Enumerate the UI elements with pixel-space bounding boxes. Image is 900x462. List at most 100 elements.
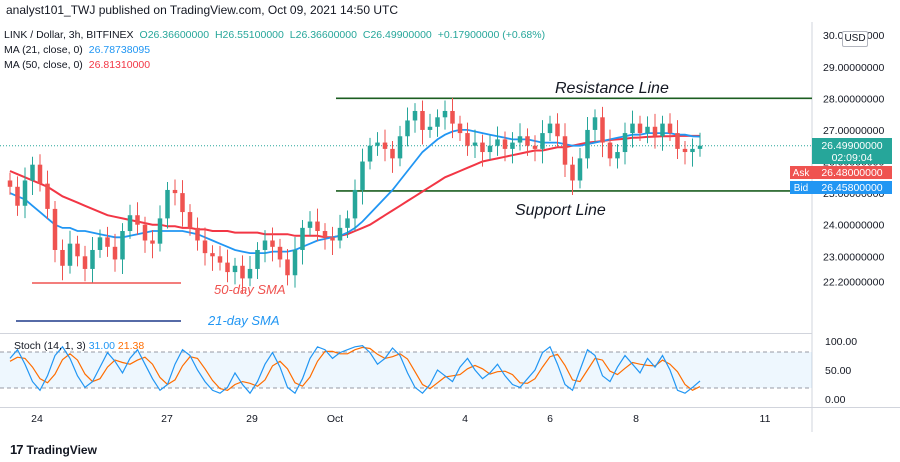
candle-body: [67, 243, 73, 266]
ask-tag: Ask 26.48000000: [790, 166, 892, 179]
ask-value: 26.48000000: [821, 167, 882, 179]
candle-body: [315, 221, 320, 232]
stoch-tick-label: 0.00: [825, 394, 846, 406]
candle-body: [7, 180, 13, 187]
candle-body: [150, 240, 155, 244]
candle-body: [652, 126, 658, 137]
candle-body: [157, 218, 163, 244]
ma21-label[interactable]: MA (21, close, 0): [4, 44, 83, 56]
candle-body: [37, 164, 43, 184]
candle-body: [195, 227, 200, 241]
candle-body: [510, 142, 515, 149]
ma50-label[interactable]: MA (50, close, 0): [4, 59, 83, 71]
candle-body: [390, 148, 395, 159]
candle-body: [585, 129, 590, 159]
candle-body: [300, 227, 305, 250]
candle-body: [345, 218, 350, 228]
candle-body: [255, 249, 260, 269]
stoch-d-line: [9, 346, 701, 392]
candle-body: [435, 117, 440, 127]
candle-body: [270, 240, 275, 247]
candle-body: [277, 246, 283, 260]
candle-body: [697, 145, 703, 149]
time-axis: 24 27 29 Oct 4 6 8 11: [31, 413, 770, 425]
stoch-tick-label: 100.00: [825, 336, 857, 348]
stoch-d-value: 21.38: [117, 340, 145, 352]
candle-body: [187, 212, 193, 228]
candle-body: [375, 142, 380, 146]
candle-body: [105, 237, 110, 247]
sma21-label: 21-day SMA: [207, 313, 280, 328]
candle-body: [330, 237, 335, 241]
tradingview-footer[interactable]: 17 TradingView: [10, 442, 97, 457]
stoch-k-line: [9, 344, 701, 395]
candle-body: [225, 262, 230, 273]
time-tick-label: 29: [246, 413, 258, 425]
candle-body: [630, 123, 635, 134]
candle-body: [690, 148, 695, 153]
ohlc-open: O26.36600000: [139, 29, 210, 41]
candle-body: [52, 208, 58, 250]
stoch-tick-label: 50.00: [825, 365, 851, 377]
candle-body: [645, 126, 650, 134]
candle-body: [420, 110, 425, 130]
tradingview-brand: TradingView: [26, 442, 97, 457]
price-tick-label: 28.00000000: [823, 93, 884, 105]
candle-body: [637, 123, 643, 134]
candle-body: [675, 133, 680, 149]
candle-body: [337, 227, 343, 241]
candle-body: [172, 189, 178, 194]
candle-body: [97, 237, 103, 250]
price-tick-label: 22.20000000: [823, 277, 884, 289]
bid-value: 26.45800000: [821, 182, 882, 194]
candle-body: [487, 145, 493, 153]
ma50-line: [9, 134, 700, 239]
candle-body: [232, 265, 238, 273]
candle-body: [397, 136, 403, 159]
candle-body: [75, 243, 80, 257]
time-tick-label: 6: [547, 413, 553, 425]
candle-body: [262, 240, 268, 250]
candle-body: [142, 224, 148, 241]
candle-body: [615, 152, 620, 159]
candle-body: [532, 145, 538, 149]
candle-body: [502, 139, 508, 149]
stoch-axis: 100.00 50.00 0.00: [825, 336, 857, 406]
candle-body: [412, 110, 418, 121]
tradingview-logo-icon: 17: [10, 442, 24, 457]
candle-body: [82, 256, 88, 269]
ohlc-values: O26.36600000 H26.55100000 L26.36600000 C…: [140, 28, 549, 43]
candle-body: [562, 136, 568, 165]
candle-body: [180, 193, 185, 213]
candle-body: [322, 231, 328, 238]
price-axis: 30.0000000029.0000000028.0000000027.0000…: [823, 30, 884, 288]
price-tick-label: 29.00000000: [823, 62, 884, 74]
candle-body: [367, 145, 373, 162]
stoch-lines: [9, 344, 701, 395]
stoch-legend: Stoch (14, 1, 3) 31.00 21.38: [14, 340, 144, 352]
candle-body: [360, 161, 365, 190]
ohlc-change: +0.17900000 (+0.68%): [437, 29, 546, 41]
stoch-label[interactable]: Stoch (14, 1, 3): [14, 340, 86, 352]
candle-body: [682, 148, 688, 153]
symbol-label[interactable]: LINK / Dollar, 3h, BITFINEX: [4, 29, 134, 41]
currency-button[interactable]: USD: [842, 31, 868, 47]
resistance-label: Resistance Line: [555, 80, 669, 97]
ask-label: Ask: [793, 168, 811, 179]
candle-body: [592, 117, 598, 130]
time-tick-label: 4: [462, 413, 468, 425]
sma50-label: 50-day SMA: [214, 282, 286, 297]
candle-body: [577, 158, 583, 181]
ohlc-high: H26.55100000: [214, 29, 284, 41]
candle-body: [622, 133, 628, 153]
candle-body: [112, 246, 118, 260]
candle-body: [165, 189, 170, 219]
stoch-k-value: 31.00: [88, 340, 115, 352]
candle-body: [202, 240, 208, 254]
candle-body: [517, 136, 523, 143]
price-tick-label: 24.00000000: [823, 220, 884, 232]
candle-body: [135, 215, 140, 225]
candle-body: [442, 110, 448, 118]
publisher-line: analyst101_TWJ published on TradingView.…: [6, 3, 398, 17]
candle-body: [660, 123, 665, 137]
